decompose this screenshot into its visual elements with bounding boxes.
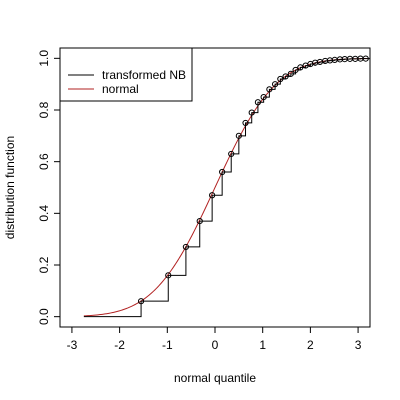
data-point: [277, 75, 284, 83]
y-tick-label: 0.8: [37, 101, 51, 118]
data-point: [260, 93, 267, 101]
markers: [137, 55, 369, 305]
legend: transformed NB normal: [59, 47, 193, 102]
data-point: [196, 217, 203, 225]
data-point: [271, 81, 279, 88]
y-tick-label: 0.0: [37, 308, 51, 325]
data-point: [209, 192, 216, 199]
data-point: [362, 55, 369, 62]
data-point: [235, 132, 242, 139]
data-point: [254, 99, 262, 106]
data-point: [182, 243, 190, 251]
data-point: [248, 109, 255, 116]
x-tick-label: -1: [162, 338, 173, 352]
data-point: [242, 119, 249, 127]
data-point: [282, 73, 289, 80]
x-tick-label: 3: [355, 338, 362, 352]
data-point: [266, 86, 273, 93]
data-point: [292, 66, 299, 74]
x-tick-label: 2: [307, 338, 314, 352]
y-tick-label: 0.2: [37, 256, 51, 273]
legend-label-normal: normal: [102, 82, 139, 96]
x-tick-label: 1: [259, 338, 266, 352]
y-tick-label: 0.4: [37, 205, 51, 222]
x-axis: -3 -2 -1 0 1 2 3: [67, 326, 362, 352]
y-tick-label: 1.0: [37, 50, 51, 67]
data-point: [165, 272, 172, 279]
legend-label-transformed-nb: transformed NB: [102, 68, 186, 82]
data-point: [297, 64, 304, 71]
x-axis-label: normal quantile: [174, 371, 256, 385]
y-axis: 0.0 0.2 0.4 0.6 0.8 1.0: [37, 50, 61, 325]
data-point: [137, 298, 145, 305]
data-point: [228, 150, 235, 158]
x-tick-label: 0: [212, 338, 219, 352]
data-point: [287, 70, 294, 77]
y-tick-label: 0.6: [37, 153, 51, 170]
x-tick-label: -2: [114, 338, 125, 352]
y-axis-label: distribution function: [3, 136, 17, 239]
x-tick-label: -3: [67, 338, 78, 352]
data-point: [219, 168, 226, 176]
